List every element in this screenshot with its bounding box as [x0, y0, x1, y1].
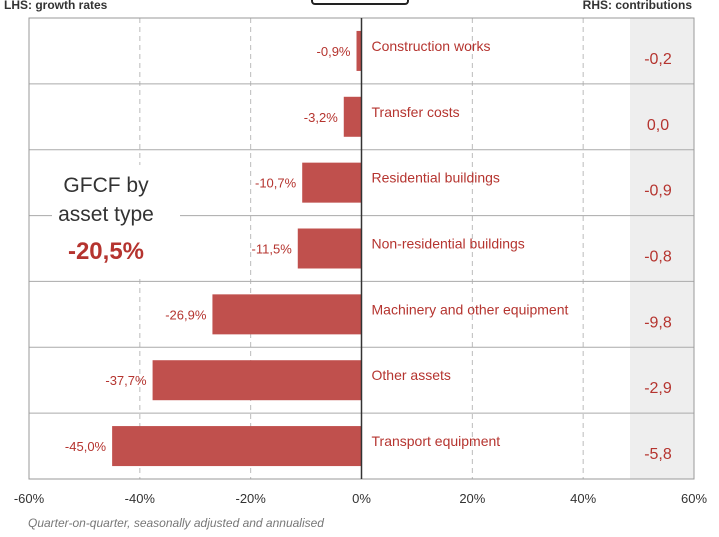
contribution-value: -0,8: [644, 249, 672, 266]
bar-value-label: -45,0%: [65, 439, 107, 454]
bar: [343, 96, 362, 137]
lhs-label: LHS: growth rates: [4, 0, 108, 12]
bars: [112, 30, 362, 467]
annotation-total: -20,5%: [68, 238, 144, 265]
x-tick-label: -20%: [235, 491, 266, 506]
x-tick-label: -40%: [125, 491, 156, 506]
category-label: Residential buildings: [372, 170, 500, 186]
bar: [302, 162, 362, 203]
bar-value-label: -11,5%: [252, 242, 293, 257]
category-label: Machinery and other equipment: [372, 301, 569, 317]
bar-value-label: -26,9%: [165, 307, 207, 322]
annotation-line2: asset type: [58, 203, 154, 226]
contribution-value: -9,8: [644, 314, 672, 331]
bar-value-label: -37,7%: [105, 373, 147, 388]
bar: [152, 360, 362, 401]
annotation-line1: GFCF by: [63, 174, 149, 197]
x-axis-ticks: -60% -40% -20% 0% 20% 40% 60%: [14, 491, 708, 506]
x-tick-label: 60%: [681, 491, 707, 506]
contribution-value: -5,8: [644, 446, 672, 463]
x-tick-label: -60%: [14, 491, 45, 506]
bar: [356, 30, 362, 71]
bar: [297, 228, 362, 269]
x-tick-label: 20%: [459, 491, 485, 506]
category-label: Transfer costs: [372, 104, 460, 120]
bar-value-label: -3,2%: [304, 110, 338, 125]
category-label: Construction works: [372, 38, 491, 54]
contribution-value: -2,9: [644, 380, 672, 397]
x-tick-label: 0%: [352, 491, 371, 506]
contribution-value: 0,0: [647, 117, 669, 134]
category-label: Non-residential buildings: [372, 236, 525, 252]
annotation-box: [52, 165, 180, 277]
rhs-label: RHS: contributions: [583, 0, 693, 12]
bar-value-label: -10,7%: [255, 176, 297, 191]
contribution-band: [630, 18, 694, 479]
category-label: Transport equipment: [372, 433, 501, 449]
bar-labels: -0,9% Construction works -0,2 -3,2% Transfer…: [65, 38, 672, 463]
bar: [112, 426, 362, 467]
category-label: Other assets: [372, 367, 451, 383]
contribution-value: -0,9: [644, 183, 672, 200]
bar: [212, 294, 362, 335]
bar-value-label: -0,9%: [317, 44, 351, 59]
x-tick-label: 40%: [570, 491, 596, 506]
footnote: Quarter-on-quarter, seasonally adjusted …: [28, 516, 324, 530]
contribution-value: -0,2: [644, 51, 672, 68]
top-tab: [311, 0, 409, 5]
